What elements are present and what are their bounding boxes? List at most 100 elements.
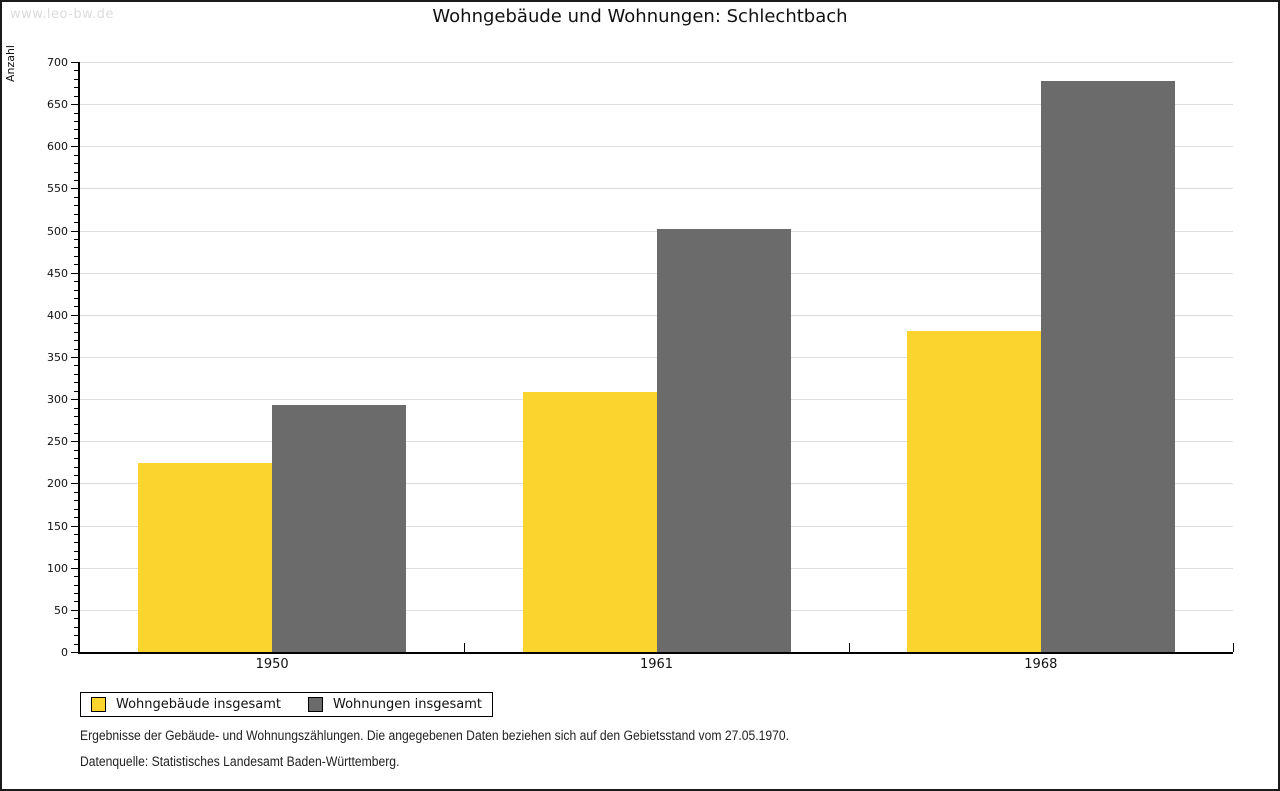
- y-minor-tick-360: [74, 348, 78, 350]
- y-minor-tick-640: [74, 112, 78, 114]
- gridline-700: [80, 62, 1233, 63]
- y-minor-tick-490: [74, 239, 78, 240]
- y-tick-label-700: 700: [47, 56, 68, 69]
- x-category-label-1968: 1968: [1024, 657, 1058, 672]
- y-minor-tick-110: [74, 559, 78, 561]
- y-minor-tick-610: [74, 137, 78, 139]
- y-minor-tick-420: [74, 298, 78, 299]
- y-major-tick-650: [71, 104, 78, 106]
- y-minor-tick-510: [74, 222, 78, 224]
- y-minor-tick-430: [74, 289, 78, 291]
- x-boundary-tick-2: [849, 643, 850, 652]
- y-tick-label-0: 0: [61, 646, 68, 659]
- y-major-tick-700: [71, 62, 78, 63]
- y-minor-tick-690: [74, 70, 78, 72]
- y-minor-tick-240: [74, 449, 78, 451]
- y-minor-tick-540: [74, 196, 78, 198]
- y-minor-tick-160: [74, 517, 78, 519]
- y-minor-tick-30: [74, 626, 78, 628]
- y-minor-tick-520: [74, 213, 78, 215]
- y-minor-tick-410: [74, 306, 78, 308]
- y-minor-tick-470: [74, 255, 78, 257]
- bar-1961-wohnungen: [656, 228, 791, 652]
- legend-item-wohngebaeude: Wohngebäude insgesamt: [91, 697, 281, 712]
- y-minor-tick-630: [74, 121, 78, 122]
- y-minor-tick-60: [74, 601, 78, 603]
- y-minor-tick-90: [74, 576, 78, 578]
- y-tick-label-150: 150: [47, 519, 68, 533]
- y-minor-tick-190: [74, 491, 78, 493]
- y-minor-tick-560: [74, 180, 78, 181]
- x-axis-line: [78, 652, 1233, 654]
- y-minor-tick-20: [74, 635, 78, 637]
- y-major-tick-250: [71, 441, 78, 443]
- y-minor-tick-340: [74, 365, 78, 367]
- footer-note: Ergebnisse der Gebäude- und Wohnungszähl…: [80, 728, 790, 743]
- y-major-tick-550: [71, 188, 78, 190]
- bar-1961-wohngebaeude: [522, 391, 657, 652]
- y-tick-label-400: 400: [47, 308, 68, 322]
- gridline-650: [80, 104, 1233, 106]
- y-axis-label: Anzahl: [4, 45, 17, 83]
- y-major-tick-600: [71, 146, 78, 148]
- y-major-tick-450: [71, 272, 78, 274]
- y-major-tick-400: [71, 314, 78, 316]
- x-boundary-tick-1: [464, 643, 465, 652]
- y-minor-tick-370: [74, 340, 78, 342]
- y-minor-tick-130: [74, 542, 78, 544]
- legend-label: Wohnungen insgesamt: [333, 697, 482, 712]
- y-minor-tick-390: [74, 323, 78, 325]
- legend-label: Wohngebäude insgesamt: [116, 697, 281, 712]
- y-minor-tick-290: [74, 407, 78, 409]
- y-minor-tick-380: [74, 331, 78, 333]
- y-major-tick-150: [71, 525, 78, 527]
- y-major-tick-50: [71, 609, 78, 611]
- y-major-tick-100: [71, 567, 78, 569]
- legend-swatch-yellow: [91, 697, 106, 712]
- watermark: www.leo-bw.de: [10, 7, 114, 22]
- y-minor-tick-180: [74, 500, 78, 502]
- y-minor-tick-230: [74, 458, 78, 460]
- y-minor-tick-210: [74, 475, 78, 476]
- y-major-tick-350: [71, 357, 78, 358]
- y-major-tick-300: [71, 399, 78, 401]
- chart-title: Wohngebäude und Wohnungen: Schlechtbach: [432, 6, 848, 27]
- y-tick-label-200: 200: [47, 477, 68, 491]
- y-tick-label-100: 100: [47, 561, 68, 575]
- x-boundary-tick-3: [1233, 643, 1234, 652]
- y-minor-tick-460: [74, 264, 78, 266]
- bar-1968-wohnungen: [1040, 80, 1175, 652]
- y-minor-tick-260: [74, 432, 78, 434]
- y-minor-tick-140: [74, 534, 78, 535]
- y-minor-tick-10: [74, 643, 78, 645]
- x-category-label-1961: 1961: [639, 657, 674, 672]
- y-minor-tick-580: [74, 163, 78, 165]
- y-major-tick-500: [71, 230, 78, 232]
- bar-1968-wohngebaeude: [906, 330, 1041, 652]
- y-minor-tick-310: [74, 390, 78, 392]
- y-minor-tick-530: [74, 205, 78, 207]
- y-tick-label-50: 50: [54, 603, 68, 617]
- y-axis-line: [78, 62, 80, 652]
- legend-swatch-gray: [308, 697, 323, 712]
- gridline-550: [80, 188, 1233, 190]
- y-major-tick-200: [71, 483, 78, 485]
- plot-area: 0 50 100 150 200 250 300 350 400 450 500 550 600 650 7…: [47, 56, 1234, 659]
- y-minor-tick-320: [74, 382, 78, 384]
- y-tick-label-500: 500: [47, 224, 68, 238]
- y-tick-label-600: 600: [47, 140, 68, 154]
- footer-source: Datenquelle: Statistisches Landesamt Bad…: [80, 754, 400, 769]
- y-minor-tick-670: [74, 87, 78, 89]
- legend: Wohngebäude insgesamt Wohnungen insgesam…: [80, 692, 493, 717]
- y-minor-tick-440: [74, 281, 78, 283]
- y-minor-tick-40: [74, 618, 78, 620]
- y-tick-label-550: 550: [47, 182, 68, 196]
- y-minor-tick-270: [74, 424, 78, 426]
- y-tick-label-300: 300: [47, 393, 68, 407]
- y-minor-tick-660: [74, 95, 78, 97]
- y-tick-label-250: 250: [47, 435, 68, 449]
- y-minor-tick-620: [74, 129, 78, 131]
- x-category-label-1950: 1950: [255, 657, 289, 672]
- y-minor-tick-680: [74, 78, 78, 80]
- y-major-tick-0: [71, 652, 78, 653]
